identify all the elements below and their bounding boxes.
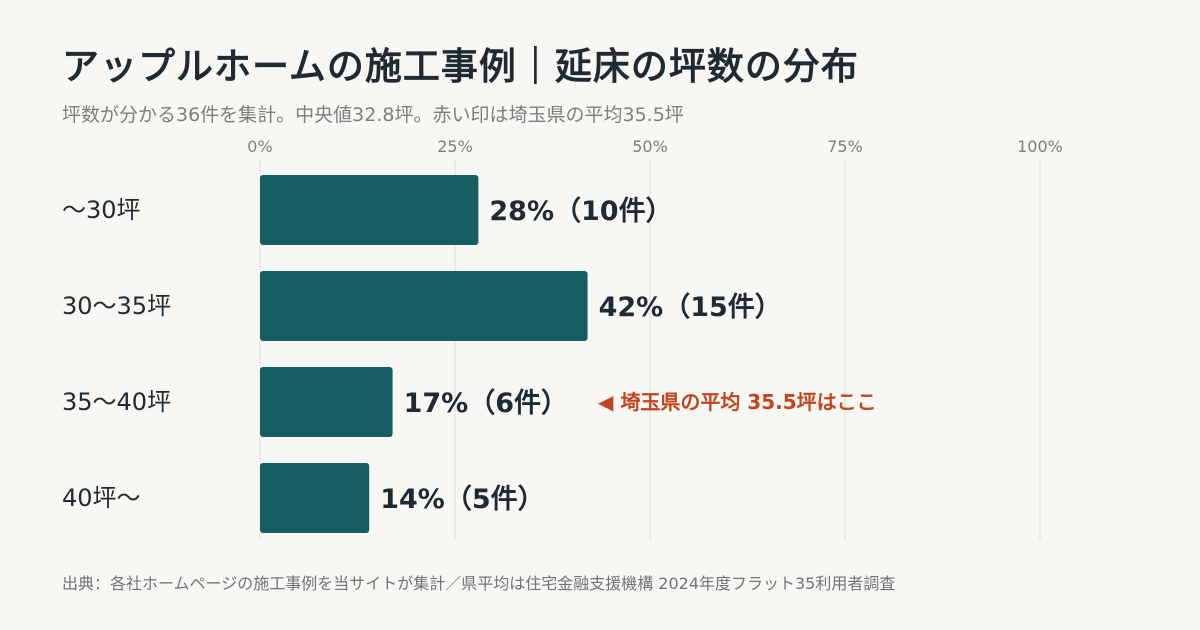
average-annotation: ◀ 埼玉県の平均 35.5坪はここ	[598, 390, 877, 414]
chart-subtitle: 坪数が分かる36件を集計。中央値32.8坪。赤い印は埼玉県の平均35.5坪	[62, 104, 684, 126]
data-label: 28%（10件）	[489, 196, 672, 227]
bar	[260, 367, 393, 437]
x-tick-label: 100%	[1017, 137, 1063, 156]
data-label: 14%（5件）	[380, 484, 544, 515]
category-label: 〜30坪	[62, 196, 141, 224]
bar	[260, 463, 370, 533]
chart-title: アップルホームの施工事例｜延床の坪数の分布	[62, 45, 859, 88]
x-tick-label: 75%	[827, 137, 863, 156]
category-label: 40坪〜	[62, 484, 141, 512]
category-label: 30〜35坪	[62, 292, 171, 320]
x-tick-label: 25%	[437, 137, 473, 156]
bar	[260, 175, 479, 245]
data-label: 17%（6件）	[404, 388, 568, 419]
source-note: 出典：各社ホームページの施工事例を当サイトが集計／県平均は住宅金融支援機構 20…	[62, 574, 896, 593]
bar	[260, 271, 588, 341]
data-label: 42%（15件）	[599, 292, 782, 323]
x-tick-label: 50%	[632, 137, 668, 156]
x-tick-label: 0%	[247, 137, 272, 156]
category-label: 35〜40坪	[62, 388, 171, 416]
